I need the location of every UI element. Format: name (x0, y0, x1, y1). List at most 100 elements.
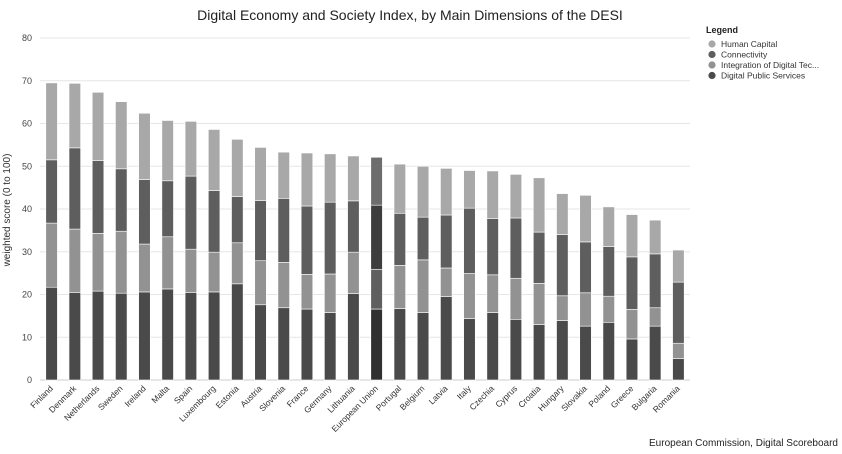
bar-segment (625, 214, 639, 258)
bar-stack (68, 83, 81, 381)
bar-segment (161, 236, 174, 290)
bar-segment (370, 308, 383, 381)
bar-segment (91, 91, 105, 161)
bar-segment (138, 112, 151, 180)
bar-stack (277, 151, 290, 381)
bar-segment (463, 170, 476, 209)
bar-segment (300, 152, 314, 207)
bar-segment (579, 325, 592, 381)
bar-segment (45, 286, 58, 381)
bar-segment (393, 308, 406, 381)
bar-segment (556, 193, 569, 235)
legend-title: Legend (706, 25, 738, 35)
bar-segment (184, 121, 197, 177)
bar-segment (324, 201, 337, 275)
bar-segment (115, 101, 128, 170)
bar-segment (579, 241, 592, 294)
bar-segment (649, 219, 662, 255)
bar-stack (184, 121, 197, 381)
bar-segment (115, 230, 128, 294)
bar-segment (556, 295, 569, 321)
bar-stack (91, 91, 105, 381)
bar-segment (393, 265, 406, 309)
bar-segment (254, 200, 267, 262)
bar-segment (208, 251, 221, 293)
x-category-label: Czechia (467, 383, 496, 412)
gridlines (40, 37, 690, 381)
bar-segment (138, 243, 151, 293)
bar-segment (486, 312, 499, 381)
bars (45, 82, 685, 381)
bar-segment (370, 204, 383, 270)
bar-segment (254, 147, 267, 201)
bar-segment (184, 248, 197, 293)
bar-segment (579, 292, 592, 327)
bar-segment (45, 159, 58, 224)
bar-stack (231, 139, 244, 381)
chart-title: Digital Economy and Society Index, by Ma… (197, 7, 623, 23)
bar-segment (579, 195, 592, 243)
bar-segment (533, 283, 546, 325)
bar-stack (625, 214, 639, 381)
legend: Legend Human CapitalConnectivityIntegrat… (706, 25, 819, 81)
legend-marker (708, 50, 716, 59)
bar-stack (509, 174, 522, 381)
bar-segment (509, 217, 522, 279)
bar-segment (231, 283, 244, 381)
bar-segment (602, 206, 615, 247)
bar-segment (68, 228, 81, 293)
y-axis-title: weighted score (0 to 100) (2, 154, 13, 268)
bar-segment (533, 324, 546, 381)
legend-item-label[interactable]: Integration of Digital Tec... (721, 60, 819, 70)
bar-segment (300, 274, 314, 310)
y-tick-label: 70 (22, 76, 32, 86)
bar-segment (115, 292, 128, 381)
legend-marker (708, 40, 716, 48)
bar-segment (347, 200, 360, 253)
bar-stack (347, 155, 360, 381)
bar-stack (300, 152, 314, 381)
y-tick-label: 40 (22, 204, 32, 214)
bar-segment (625, 309, 639, 340)
bar-segment (231, 196, 244, 244)
bar-segment (45, 82, 58, 161)
bar-segment (277, 151, 290, 199)
x-category-label: Sweden (96, 383, 125, 412)
bar-segment (347, 293, 360, 381)
bar-segment (625, 338, 639, 381)
bar-segment (254, 304, 267, 381)
bar-segment (486, 170, 499, 219)
bar-stack (254, 147, 267, 381)
bar-segment (440, 296, 453, 381)
bar-segment (68, 83, 81, 149)
legend-item-label[interactable]: Connectivity (721, 50, 768, 60)
x-category-label: Ireland (122, 383, 148, 409)
bar-stack (556, 193, 569, 381)
y-tick-label: 10 (22, 332, 32, 342)
bar-segment (161, 180, 174, 238)
bar-segment (161, 120, 174, 182)
x-category-label: Portugal (374, 383, 404, 413)
x-category-label: Poland (586, 383, 612, 409)
bar-segment (416, 312, 430, 381)
bar-stack (463, 170, 476, 381)
legend-item-label[interactable]: Human Capital (721, 39, 777, 49)
bar-segment (463, 207, 476, 274)
bar-segment (440, 214, 453, 269)
bar-segment (672, 358, 685, 381)
bar-stack (672, 249, 685, 381)
bar-segment (486, 218, 499, 276)
bar-segment (184, 292, 197, 381)
legend-item-label[interactable]: Digital Public Services (721, 71, 805, 81)
bar-segment (463, 318, 476, 381)
bar-stack (45, 82, 58, 381)
bar-segment (208, 190, 221, 253)
bar-segment (300, 205, 314, 275)
bar-segment (486, 274, 499, 313)
bar-segment (184, 175, 197, 250)
bar-segment (672, 281, 685, 344)
bar-stack (602, 206, 615, 381)
bar-segment (254, 260, 267, 306)
